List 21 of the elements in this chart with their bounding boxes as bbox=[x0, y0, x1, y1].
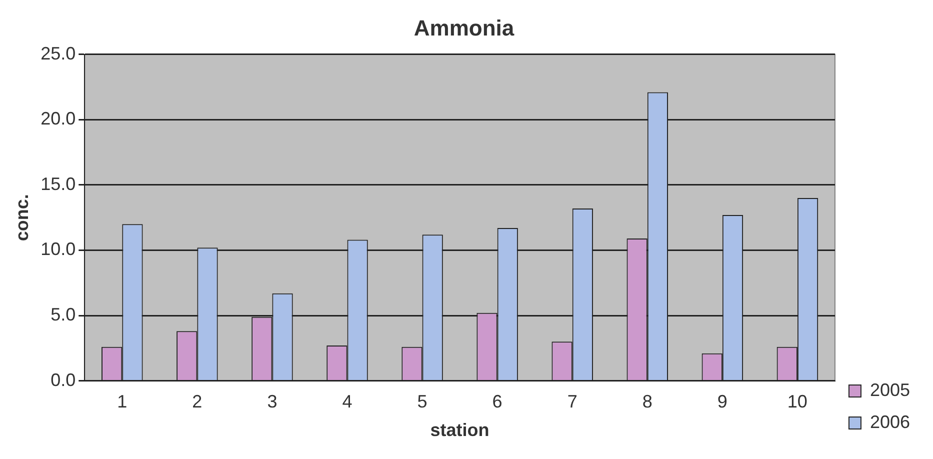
x-tick-label: 10 bbox=[787, 392, 808, 412]
chart-title: Ammonia bbox=[414, 15, 515, 40]
y-tick-label: 5.0 bbox=[50, 304, 76, 324]
y-tick-label: 10.0 bbox=[40, 239, 76, 260]
y-tick-label: 20.0 bbox=[40, 108, 76, 129]
legend-label: 2005 bbox=[870, 380, 910, 400]
x-tick-label: 2 bbox=[192, 392, 202, 412]
x-axis-title: station bbox=[430, 420, 490, 440]
y-tick-label: 15.0 bbox=[40, 174, 76, 194]
y-axis-title: conc. bbox=[12, 194, 32, 242]
x-tick-label: 9 bbox=[717, 392, 728, 412]
x-tick-label: 8 bbox=[642, 392, 652, 412]
x-tick-label: 4 bbox=[342, 392, 352, 412]
legend-label: 2006 bbox=[870, 412, 910, 432]
x-tick-label: 1 bbox=[117, 392, 128, 412]
y-tick-label: 25.0 bbox=[40, 43, 76, 64]
x-tick-label: 6 bbox=[492, 392, 502, 412]
x-tick-label: 3 bbox=[267, 392, 278, 412]
x-tick-label: 5 bbox=[417, 392, 428, 412]
y-tick-label: 0.0 bbox=[50, 370, 76, 390]
x-tick-label: 7 bbox=[567, 392, 578, 412]
